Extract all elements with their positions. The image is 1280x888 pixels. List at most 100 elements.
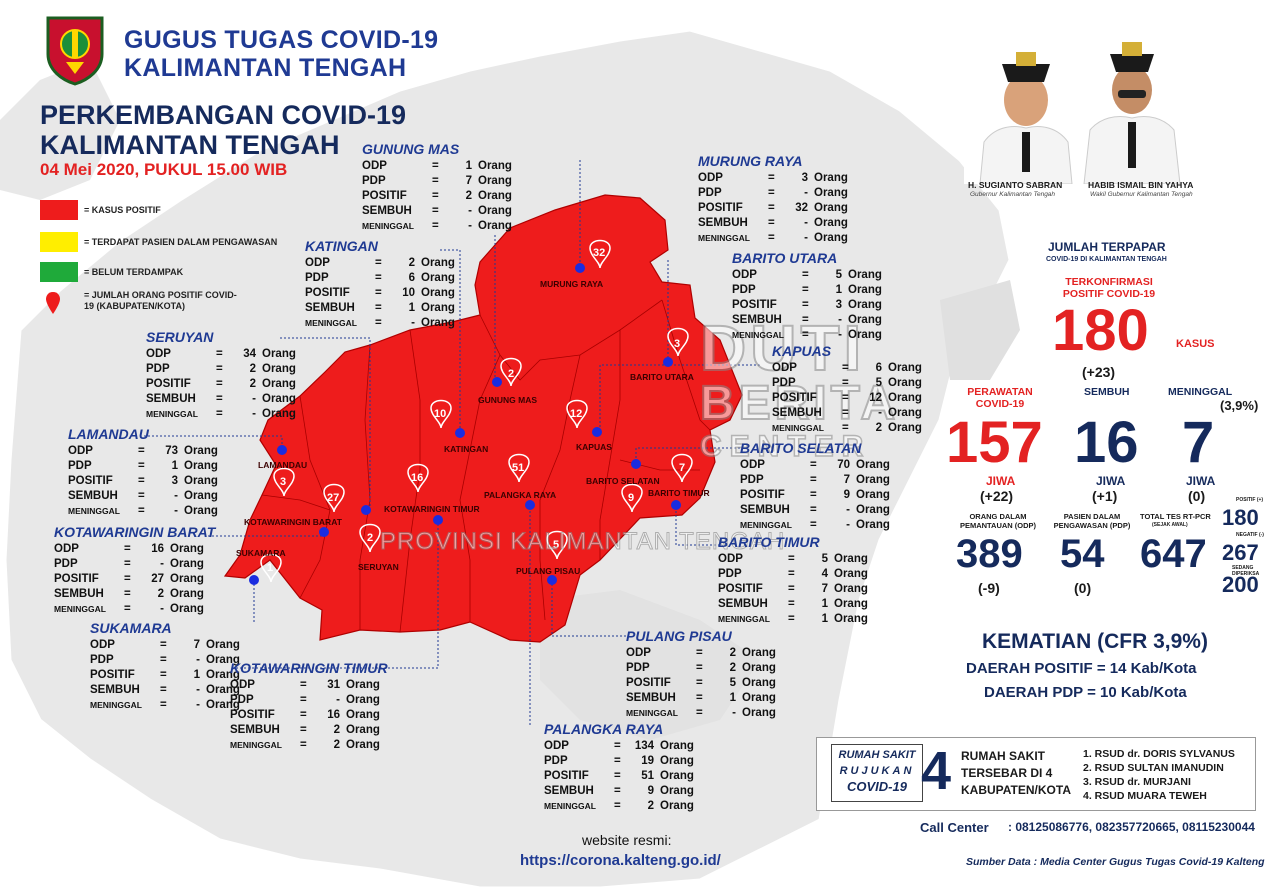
legend-label: = BELUM TERDAMPAK (84, 267, 184, 277)
region-row-meninggal: MENINGGAL = - Orang (54, 602, 204, 617)
row-unit: Orang (848, 314, 882, 326)
region-row-pdp: PDP = 19 Orang (544, 754, 694, 769)
row-unit: Orang (834, 583, 868, 595)
region-row-odp: ODP = 7 Orang (90, 638, 240, 653)
row-value: 3 (171, 475, 178, 487)
region-name: GUNUNG MAS (362, 141, 460, 157)
row-equals: = (375, 302, 382, 314)
row-unit: Orang (346, 679, 380, 691)
map-count-barito-utara: 3 (674, 338, 681, 350)
row-label: ODP (772, 362, 797, 374)
map-label-palangka-raya: PALANGKA RAYA (484, 490, 557, 500)
row-value: 5 (821, 553, 828, 565)
region-row-sembuh: SEMBUH = 2 Orang (54, 587, 204, 602)
row-equals: = (802, 329, 809, 341)
row-unit: Orang (346, 739, 380, 751)
region-barito-selatan: BARITO SELATAN ODP = 70 Orang PDP = 7 Orang POSIT… (740, 440, 890, 533)
row-equals: = (124, 543, 131, 555)
region-lamandau: LAMANDAU ODP = 73 Orang PDP = 1 Orang POSITIF = 3 Or… (68, 426, 218, 519)
region-row-sembuh: SEMBUH = - Orang (146, 392, 296, 407)
row-label: ODP (362, 160, 387, 172)
website-link[interactable]: https://corona.kalteng.go.id/ (520, 852, 721, 869)
row-label: ODP (698, 172, 723, 184)
hospital-desc-3: KABUPATEN/KOTA (961, 783, 1071, 797)
tests-sub-label: (SEJAK AWAL) (1152, 522, 1188, 528)
row-value: 2 (729, 662, 736, 674)
row-label: ODP (90, 639, 115, 651)
row-label: SEMBUH (54, 588, 104, 600)
row-equals: = (614, 755, 621, 767)
region-row-positif: POSITIF = 16 Orang (230, 708, 380, 723)
row-unit: Orang (184, 475, 218, 487)
row-equals: = (810, 489, 817, 501)
odp-count: 389 (956, 532, 1023, 576)
row-unit: Orang (660, 755, 694, 767)
region-seruyan: SERUYAN ODP = 34 Orang PDP = 2 Orang POSITIF = 2 Ora… (146, 329, 296, 422)
row-equals: = (375, 287, 382, 299)
row-equals: = (160, 699, 167, 711)
watermark: DUTI BERITA CENTER (699, 315, 920, 464)
row-label: ODP (230, 679, 255, 691)
row-equals: = (216, 363, 223, 375)
region-row-positif: POSITIF = 3 Orang (732, 298, 882, 313)
official-2-title: Wakil Gubernur Kalimantan Tengah (1090, 191, 1193, 198)
row-label: PDP (698, 187, 722, 199)
row-value: - (838, 329, 842, 341)
map-count-sukamara: 1 (267, 562, 274, 574)
stats-subheading: COVID-19 DI KALIMANTAN TENGAH (1046, 256, 1167, 263)
region-row-odp: ODP = 6 Orang (772, 361, 922, 376)
row-equals: = (300, 724, 307, 736)
row-value: 5 (835, 269, 842, 281)
row-value: 134 (634, 740, 654, 752)
row-value: 1 (408, 302, 415, 314)
row-equals: = (216, 348, 223, 360)
row-value: 9 (647, 785, 654, 797)
row-unit: Orang (170, 558, 204, 570)
row-unit: Orang (346, 694, 380, 706)
region-row-sembuh: SEMBUH = 1 Orang (718, 597, 868, 612)
region-table: ODP = 3 Orang PDP = - Orang POSITIF = 32 Orang SEMBU… (698, 171, 848, 246)
row-unit: Orang (834, 613, 868, 625)
confirmed-delta: (+23) (1082, 364, 1116, 380)
row-equals: = (768, 232, 775, 244)
map-count-kotawaringin-barat: 27 (327, 492, 340, 504)
row-unit: Orang (888, 377, 922, 389)
map-label-kotawaringin-barat: KOTAWARINGIN BARAT (244, 517, 342, 527)
row-equals: = (768, 217, 775, 229)
row-value: - (468, 205, 472, 217)
row-value: 1 (193, 669, 200, 681)
row-equals: = (802, 269, 809, 281)
deaths-label: MENINGGAL (1168, 386, 1233, 398)
row-equals: = (768, 172, 775, 184)
region-row-sembuh: SEMBUH = 1 Orang (626, 691, 776, 706)
odp-label: ORANG DALAM PEMANTAUAN (ODP) (959, 512, 1037, 530)
row-value: - (160, 558, 164, 570)
row-value: - (196, 654, 200, 666)
row-value: 2 (157, 588, 164, 600)
row-label: PDP (305, 272, 329, 284)
region-row-sembuh: SEMBUH = - Orang (732, 313, 882, 328)
row-unit: Orang (856, 519, 890, 531)
row-value: 1 (835, 284, 842, 296)
legend-label: = TERDAPAT PASIEN DALAM PENGAWASAN (84, 237, 278, 247)
row-equals: = (124, 603, 131, 615)
legend-pdp: = TERDAPAT PASIEN DALAM PENGAWASAN (40, 232, 277, 252)
region-row-positif: POSITIF = 2 Orang (146, 377, 296, 392)
row-value: 1 (729, 692, 736, 704)
row-equals: = (802, 314, 809, 326)
row-label: SEMBUH (698, 217, 748, 229)
hospital-box: RUMAH SAKIT RUJUKAN COVID-19 4 RUMAH SAK… (816, 737, 1256, 811)
row-equals: = (802, 284, 809, 296)
region-row-sembuh: SEMBUH = 2 Orang (230, 723, 380, 738)
row-equals: = (696, 662, 703, 674)
row-value: - (732, 707, 736, 719)
row-unit: Orang (742, 662, 776, 674)
region-row-meninggal: MENINGGAL = - Orang (626, 706, 776, 721)
row-value: - (838, 314, 842, 326)
row-unit: Orang (814, 187, 848, 199)
row-value: 2 (249, 363, 256, 375)
map-label-seruyan: SERUYAN (358, 562, 399, 572)
row-equals: = (810, 474, 817, 486)
region-table: ODP = 34 Orang PDP = 2 Orang POSITIF = 2 Orang SEMBU… (146, 347, 296, 422)
